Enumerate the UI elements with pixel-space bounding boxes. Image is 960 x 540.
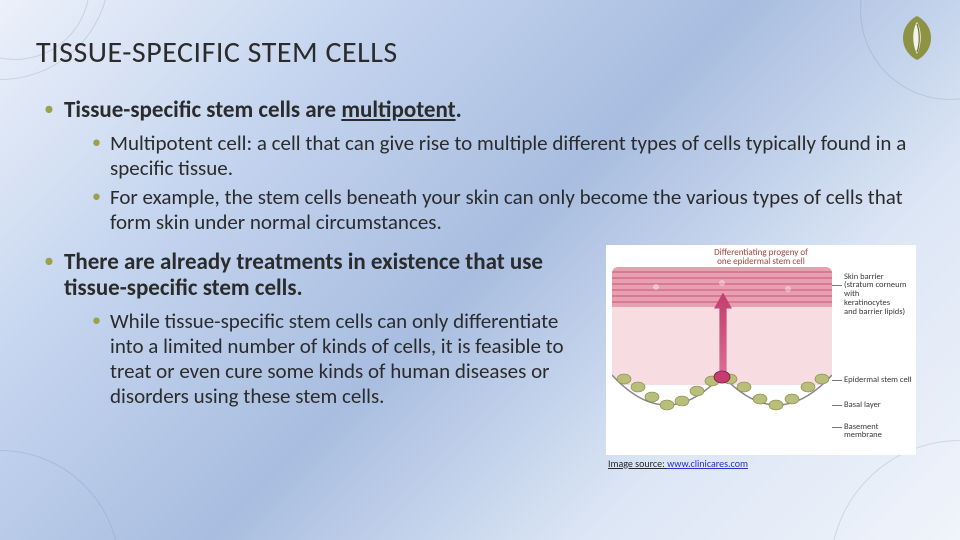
figure-source-link[interactable]: Image source: www.clinicares.com (606, 457, 916, 470)
text-underlined: multipotent (341, 96, 455, 124)
sub-bullet-item: While tissue-specific stem cells can onl… (92, 309, 572, 408)
sub-bullet-item: Multipotent cell: a cell that can give r… (92, 131, 916, 181)
bullet-item: Tissue-specific stem cells are multipote… (44, 97, 916, 235)
text-fragment: Image source: (608, 457, 667, 470)
figure-label-basal-layer: Basal layer (844, 401, 881, 410)
figure-label-basement-membrane: Basement membrane (844, 423, 916, 441)
bullet-list-level2: Multipotent cell: a cell that can give r… (64, 131, 916, 234)
slide-container: TISSUE-SPECIFIC STEM CELLS Tissue-specif… (0, 0, 960, 540)
bullet-list-level2: While tissue-specific stem cells can onl… (64, 309, 594, 408)
sub-bullet-item: For example, the stem cells beneath your… (92, 185, 916, 235)
text-line: and barrier lipids) (844, 308, 914, 317)
figure-caption-top: Differentiating progeny of one epidermal… (714, 248, 808, 267)
figure-canvas: Differentiating progeny of one epidermal… (606, 245, 916, 455)
bullet-list-level1: Tissue-specific stem cells are multipote… (36, 97, 916, 235)
figure-epidermal-diagram: Differentiating progeny of one epidermal… (606, 245, 916, 470)
leader-line (832, 380, 842, 381)
slide-title: TISSUE-SPECIFIC STEM CELLS (36, 34, 916, 71)
basal-layer-shape (612, 365, 832, 435)
leader-line (832, 427, 842, 428)
text-column: There are already treatments in existenc… (36, 249, 594, 423)
figure-label-skin-barrier: Skin barrier (stratum corneum with kerat… (844, 273, 914, 318)
bullet-item: There are already treatments in existenc… (44, 249, 594, 409)
leader-line (832, 405, 842, 406)
leader-line (832, 285, 842, 286)
figure-label-epidermal-stem: Epidermal stem cell (844, 376, 912, 385)
source-url: www.clinicares.com (667, 457, 748, 470)
bullet-text: There are already treatments in existenc… (64, 249, 594, 302)
text-fragment: Tissue-specific stem cells are (64, 96, 341, 124)
bullet-text: Tissue-specific stem cells are multipote… (64, 97, 916, 123)
text-line: (stratum corneum with (844, 281, 914, 299)
content-row: There are already treatments in existenc… (36, 249, 916, 470)
text-fragment: . (456, 96, 462, 124)
bullet-list-level1: There are already treatments in existenc… (36, 249, 594, 409)
text-line: one epidermal stem cell (717, 256, 805, 267)
